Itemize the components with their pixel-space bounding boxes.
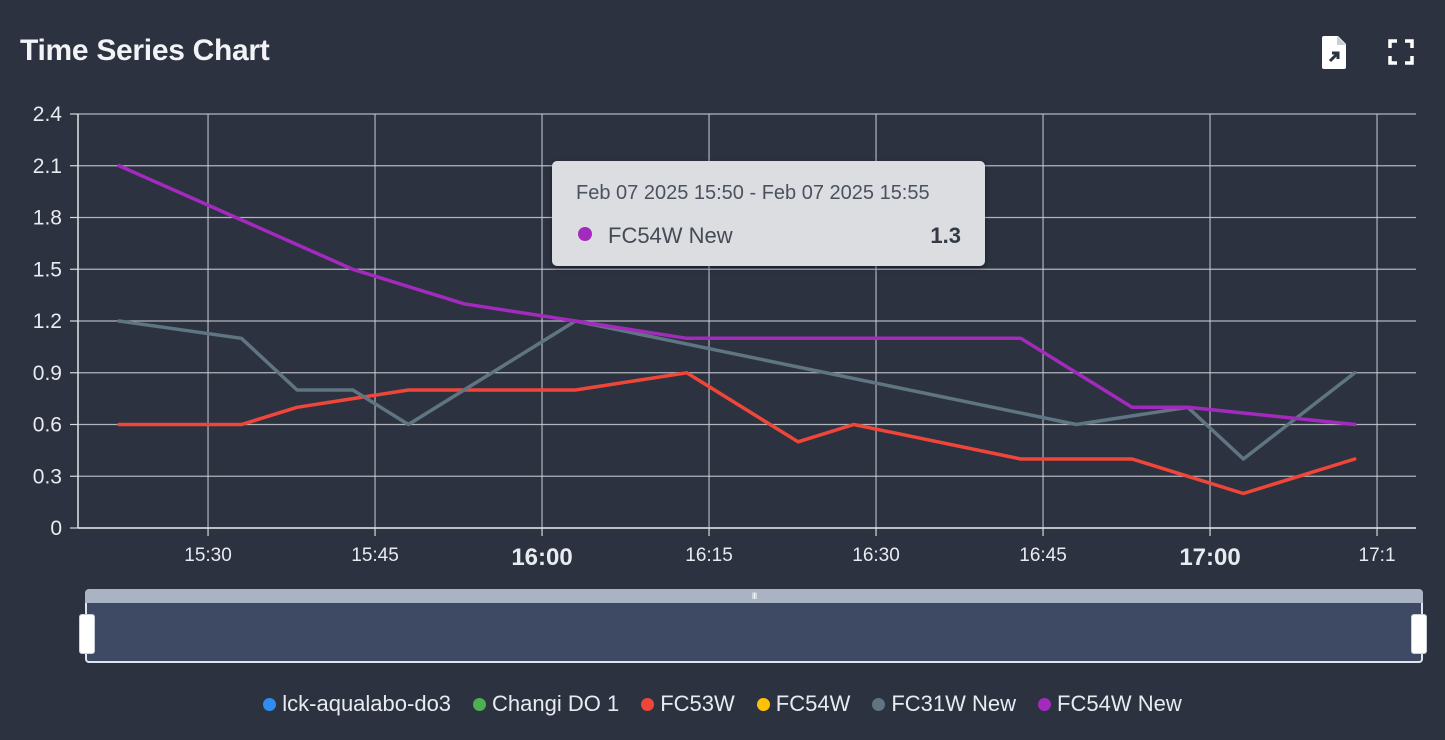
chart-title: Time Series Chart: [20, 34, 270, 67]
legend-item[interactable]: FC54W: [756, 691, 851, 717]
y-tick-label: 1.5: [33, 258, 62, 281]
y-tick-label: 1.2: [33, 310, 62, 333]
legend-item[interactable]: FC54W New: [1038, 691, 1182, 717]
series-line-fc54w-new: [117, 163, 1357, 427]
legend-dot: [1038, 697, 1052, 711]
legend-label: lck-aqualabo-do3: [282, 691, 452, 716]
y-tick-label: 1.8: [33, 207, 62, 230]
x-tick-label: 16:15: [685, 545, 733, 566]
scrollbar-window[interactable]: [85, 603, 1423, 663]
legend-label: FC54W New: [1057, 691, 1182, 716]
x-tick-label: 16:30: [852, 545, 900, 566]
y-tick-label: 0.3: [33, 465, 62, 488]
y-tick-label: 2.4: [33, 103, 63, 126]
legend-label: FC31W New: [891, 691, 1017, 716]
y-tick-label: 2.1: [33, 155, 62, 178]
legend-dot: [473, 697, 487, 711]
legend-item[interactable]: FC53W: [641, 691, 735, 717]
x-tick-label: 15:30: [184, 545, 232, 566]
fullscreen-icon[interactable]: [1384, 34, 1418, 70]
x-tick-label: 16:45: [1019, 545, 1067, 566]
scrollbar-grip[interactable]: III: [751, 591, 758, 601]
legend-dot: [263, 697, 277, 711]
legend-dot: [872, 697, 886, 711]
time-series-chart[interactable]: 0 0.3 0.6 0.9 1.2 1.5 1.8 2.1 2.4 15:30 15:45 16:00…: [0, 0, 1445, 590]
legend-label: Changi DO 1: [492, 691, 620, 716]
legend-dot: [641, 697, 655, 711]
scrollbar-handle-start[interactable]: [79, 614, 95, 654]
legend-dot: [756, 697, 770, 711]
tooltip-range: Feb 07 2025 15:50 - Feb 07 2025 15:55: [576, 182, 930, 204]
x-tick-label: 17:00: [1179, 544, 1240, 571]
series-line-fc31w-new: [117, 319, 1357, 461]
x-tick-label: 15:45: [351, 545, 399, 566]
chart-tooltip: Feb 07 2025 15:50 - Feb 07 2025 15:55 FC…: [552, 161, 985, 266]
tooltip-value: 1.3: [930, 223, 961, 248]
y-tick-label: 0.6: [33, 414, 62, 437]
legend-item[interactable]: FC31W New: [872, 691, 1016, 717]
legend-label: FC54W: [775, 691, 851, 716]
legend-item[interactable]: lck-aqualabo-do3: [263, 691, 451, 717]
x-tick-label: 17:1: [1359, 545, 1396, 566]
chart-legend: lck-aqualabo-do3 Changi DO 1 FC53W FC54W…: [0, 688, 1445, 720]
y-tick-label: 0: [50, 517, 62, 540]
legend-label: FC53W: [660, 691, 735, 716]
export-file-icon[interactable]: [1318, 34, 1352, 70]
tooltip-series-name: FC54W New: [608, 223, 733, 248]
tooltip-series-dot: [578, 227, 592, 241]
scrollbar-handle-end[interactable]: [1411, 614, 1427, 654]
legend-item[interactable]: Changi DO 1: [473, 691, 619, 717]
y-tick-label: 0.9: [33, 362, 62, 385]
range-scrollbar[interactable]: III: [79, 589, 1427, 665]
scrollbar-track[interactable]: III: [85, 589, 1423, 603]
series-line-fc53w: [117, 371, 1357, 496]
x-tick-label: 16:00: [511, 544, 572, 571]
